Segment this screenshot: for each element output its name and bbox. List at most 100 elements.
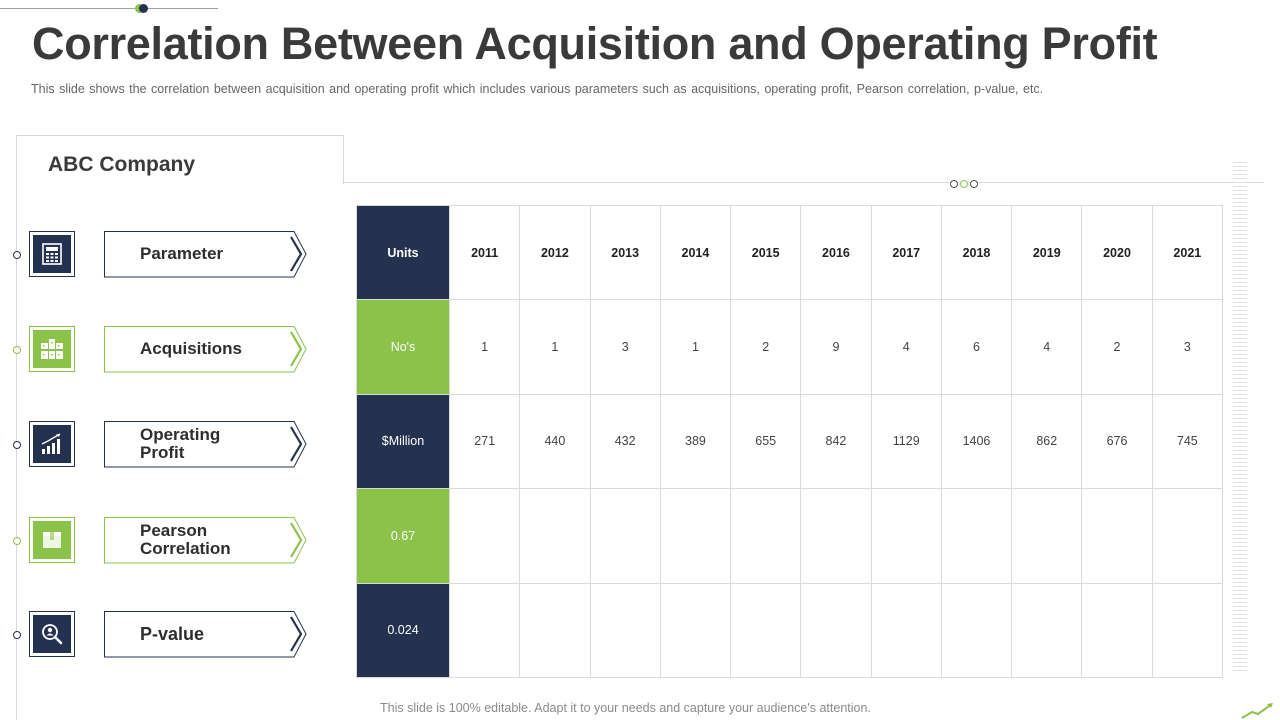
company-name: ABC Company bbox=[48, 153, 196, 176]
year-header: 2016 bbox=[800, 204, 872, 301]
table-cell: 389 bbox=[659, 393, 732, 490]
table-row: 0.67 bbox=[356, 488, 1224, 584]
acquisitions-label: Acquisitions bbox=[140, 339, 243, 358]
growth-arrow-icon bbox=[1241, 703, 1273, 719]
table-cell: 1129 bbox=[870, 393, 942, 490]
table-cell bbox=[448, 582, 521, 679]
row-marker bbox=[13, 537, 21, 545]
table-row: No's 1 1 3 1 2 9 4 6 4 2 3 bbox=[356, 299, 1224, 395]
table-cell bbox=[519, 488, 591, 584]
pearson-label: Pearson Correlation bbox=[140, 521, 231, 558]
data-table: Units 2011 2012 2013 2014 2015 2016 2017… bbox=[356, 204, 1224, 679]
decorative-stripe bbox=[1233, 162, 1247, 672]
table-cell bbox=[1081, 488, 1153, 584]
table-cell bbox=[800, 582, 872, 679]
year-header: 2015 bbox=[730, 204, 802, 301]
table-cell bbox=[730, 582, 802, 679]
year-header: 2014 bbox=[659, 204, 732, 301]
table-cell: 745 bbox=[1151, 393, 1224, 490]
table-cell bbox=[1011, 488, 1083, 584]
p-value-icon-box bbox=[29, 611, 75, 657]
table-cell: 6 bbox=[940, 299, 1013, 395]
table-cell bbox=[448, 488, 521, 584]
year-header: 2012 bbox=[519, 204, 591, 301]
table-cell: 862 bbox=[1011, 393, 1083, 490]
acquisitions-icon-box bbox=[29, 326, 75, 372]
p-value-label: P-value bbox=[140, 624, 205, 644]
parameter-icon-box bbox=[29, 231, 75, 277]
table-cell bbox=[519, 582, 591, 679]
table-cell bbox=[800, 488, 872, 584]
box-icon bbox=[33, 521, 71, 559]
table-cell: 3 bbox=[589, 299, 661, 395]
table-cell bbox=[1151, 582, 1224, 679]
year-header: 2019 bbox=[1011, 204, 1083, 301]
table-cell bbox=[870, 488, 942, 584]
calculator-icon bbox=[33, 235, 71, 273]
company-panel-divider bbox=[342, 182, 1264, 183]
accent-dot-navy bbox=[139, 4, 148, 13]
table-cell: 2 bbox=[730, 299, 802, 395]
year-header: 2013 bbox=[589, 204, 661, 301]
table-row: 0.024 bbox=[356, 582, 1224, 679]
table-cell: 1 bbox=[448, 299, 521, 395]
table-cell bbox=[1151, 488, 1224, 584]
table-cell: 271 bbox=[448, 393, 521, 490]
table-cell: 432 bbox=[589, 393, 661, 490]
pearson-icon-box bbox=[29, 517, 75, 563]
year-header: 2020 bbox=[1081, 204, 1153, 301]
table-cell: 4 bbox=[870, 299, 942, 395]
table-cell: 440 bbox=[519, 393, 591, 490]
table-cell: 1 bbox=[519, 299, 591, 395]
units-header: Units bbox=[356, 204, 450, 301]
page-subtitle: This slide shows the correlation between… bbox=[31, 82, 1044, 96]
footer-note: This slide is 100% editable. Adapt it to… bbox=[380, 701, 871, 715]
table-cell: 676 bbox=[1081, 393, 1153, 490]
year-header: 2018 bbox=[940, 204, 1013, 301]
year-header: 2017 bbox=[870, 204, 942, 301]
operating-profit-label: Operating Profit bbox=[140, 425, 221, 462]
pearson-label-box: Pearson Correlation bbox=[104, 517, 307, 564]
operating-profit-label-box: Operating Profit bbox=[104, 421, 307, 468]
p-value-label-box: P-value bbox=[104, 611, 307, 658]
table-cell bbox=[940, 488, 1013, 584]
operating-profit-icon-box bbox=[29, 421, 75, 467]
table-cell bbox=[589, 582, 661, 679]
table-cell: 3 bbox=[1151, 299, 1224, 395]
decorative-dots bbox=[950, 180, 978, 188]
row-marker bbox=[13, 441, 21, 449]
row-marker bbox=[13, 346, 21, 354]
table-cell: 1 bbox=[659, 299, 732, 395]
table-header-row: Units 2011 2012 2013 2014 2015 2016 2017… bbox=[356, 204, 1224, 301]
acquisitions-label-box: Acquisitions bbox=[104, 326, 307, 373]
unit-cell: 0.67 bbox=[356, 488, 450, 584]
table-cell: 2 bbox=[1081, 299, 1153, 395]
company-panel-header bbox=[16, 135, 344, 184]
table-cell bbox=[940, 582, 1013, 679]
table-cell bbox=[730, 488, 802, 584]
table-cell: 842 bbox=[800, 393, 872, 490]
row-marker bbox=[13, 631, 21, 639]
table-cell: 1406 bbox=[940, 393, 1013, 490]
table-cell: 655 bbox=[730, 393, 802, 490]
table-cell bbox=[659, 582, 732, 679]
table-cell bbox=[870, 582, 942, 679]
page-title: Correlation Between Acquisition and Oper… bbox=[32, 18, 1158, 69]
company-panel-border bbox=[16, 183, 17, 720]
table-cell bbox=[1011, 582, 1083, 679]
table-cell bbox=[589, 488, 661, 584]
table-cell bbox=[659, 488, 732, 584]
bar-chart-icon bbox=[33, 425, 71, 463]
top-divider-line bbox=[0, 8, 218, 9]
unit-cell: No's bbox=[356, 299, 450, 395]
parameter-label: Parameter bbox=[140, 244, 224, 263]
table-cell: 9 bbox=[800, 299, 872, 395]
magnifier-person-icon bbox=[33, 615, 71, 653]
year-header: 2011 bbox=[448, 204, 521, 301]
parameter-label-box: Parameter bbox=[104, 231, 307, 278]
buildings-icon bbox=[33, 330, 71, 368]
table-cell: 4 bbox=[1011, 299, 1083, 395]
row-marker bbox=[13, 251, 21, 259]
table-cell bbox=[1081, 582, 1153, 679]
unit-cell: 0.024 bbox=[356, 582, 450, 679]
